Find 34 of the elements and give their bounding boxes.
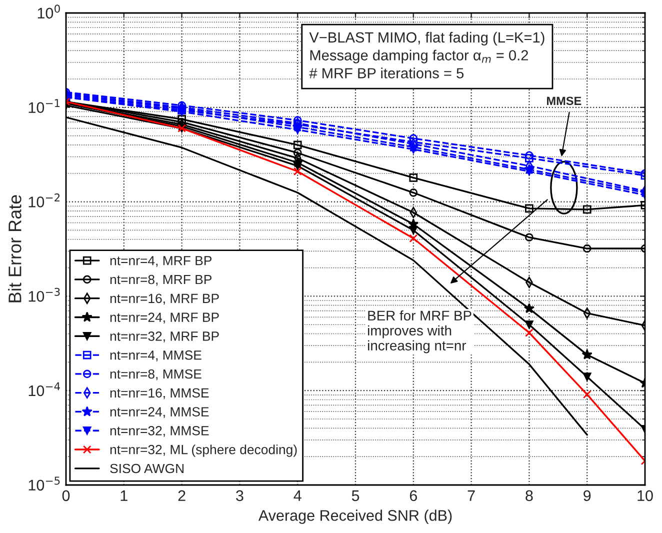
x-tick-label: 5 bbox=[352, 490, 360, 502]
y-tick-label: 10$^{−5}$ bbox=[28, 476, 60, 491]
x-tick-label: 0 bbox=[62, 490, 70, 502]
x-tick-label: 3 bbox=[236, 490, 244, 502]
x-tick-label: 4 bbox=[294, 490, 302, 501]
legend-label: nt=nr=32, MRF BP bbox=[110, 332, 219, 342]
x-tick-label: 6 bbox=[410, 490, 417, 502]
legend-label: nt=nr=24, MRF BP bbox=[110, 312, 219, 324]
y-tick-label: 10$^{−4}$ bbox=[28, 382, 60, 396]
legend-label: nt=nr=16, MMSE bbox=[110, 388, 209, 400]
legend-label: nt=nr=16, MRF BP bbox=[110, 294, 219, 305]
x-tick-label: 1 bbox=[120, 490, 128, 501]
y-tick-label: 10$^{−1}$ bbox=[28, 99, 60, 113]
y-axis-title: Bit Error Rate bbox=[8, 195, 22, 302]
legend-label: nt=nr=4, MRF BP bbox=[110, 256, 212, 267]
legend-label: SISO AWGN bbox=[110, 464, 184, 474]
x-tick-label: 8 bbox=[526, 490, 533, 502]
legend-label: nt=nr=8, MMSE bbox=[110, 369, 202, 380]
legend-label: nt=nr=8, MRF BP bbox=[110, 274, 212, 286]
y-tick-label: 10$^{−3}$ bbox=[28, 288, 60, 302]
x-tick-label: 2 bbox=[178, 490, 186, 501]
annotation: MMSE bbox=[547, 96, 582, 106]
y-tick-label: 10$^{−2}$ bbox=[28, 193, 60, 208]
x-tick-label: 10 bbox=[638, 490, 653, 502]
x-tick-label: 9 bbox=[584, 490, 591, 502]
legend-label: nt=nr=32, ML (sphere decoding) bbox=[110, 444, 297, 457]
x-axis-title: Average Received SNR (dB) bbox=[258, 510, 452, 524]
legend-label: nt=nr=32, MMSE bbox=[110, 426, 209, 437]
x-tick-label: 7 bbox=[468, 490, 475, 501]
legend-label: nt=nr=4, MMSE bbox=[110, 350, 202, 362]
y-tick-label: 10$^{0}$ bbox=[38, 4, 60, 19]
text: V−BLAST MIMO, flat fading (L=K=1) Message damping factor α$_{m}$ = 0.2 # MRF BP iterations = 5 bbox=[309, 32, 544, 78]
legend-label: nt=nr=24, MMSE bbox=[110, 407, 209, 418]
annotation: BER for MRF BP improves with increasing nt=nr bbox=[368, 310, 472, 354]
